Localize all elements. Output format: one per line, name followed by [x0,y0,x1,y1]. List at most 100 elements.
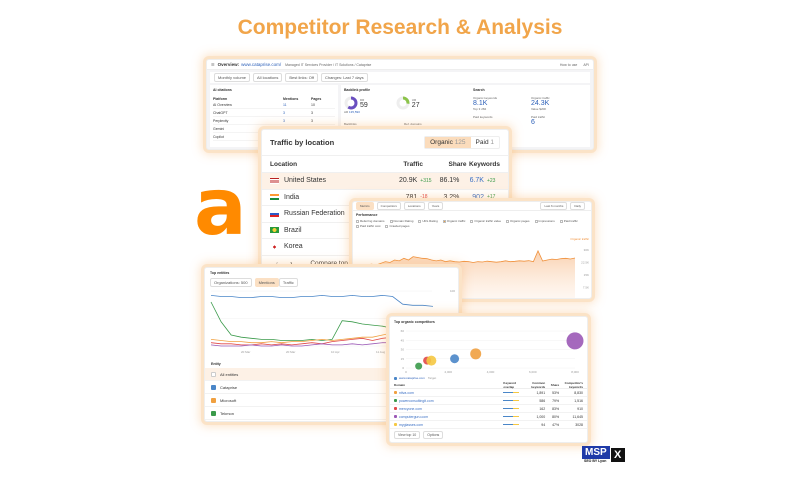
y-tick-label: 15 [401,357,405,361]
x-tick-label: 20 Mar [286,350,295,354]
competitor-domain[interactable]: mercyone.com [398,406,422,411]
col-platform: Platform [213,97,228,101]
menu-icon[interactable]: ☰ [211,62,215,67]
flag-icon [270,210,279,217]
breadcrumb[interactable]: Managed IT Services Provider / IT Soluti… [285,62,372,67]
competitor-bubble[interactable] [450,354,460,364]
metric-checkbox[interactable]: Domain Rating [389,219,413,223]
ai-citation-row[interactable]: Perplexity 3 3 [213,117,335,125]
metric-checkbox[interactable]: Crawled pages [385,224,409,228]
tab-mentions[interactable]: Mentions [254,278,279,287]
how-to-use-link[interactable]: How to use [559,62,578,67]
keywords-change: +23 [486,177,496,184]
perf-tab[interactable]: Competitors [376,202,401,210]
metric-checkbox[interactable]: Paid traffic [559,219,578,223]
competitor-checkbox[interactable] [394,391,397,394]
traffic-value: $20K [539,107,547,111]
perf-tab[interactable]: Metrics [356,202,374,210]
competitor-domain[interactable]: ntiva.com [398,390,414,395]
competitor-checkbox[interactable] [394,423,397,426]
entity-checkbox[interactable] [211,397,216,403]
competitor-row[interactable]: powerconsultingit.com 586 79% 1,516 [390,397,587,405]
tab-traffic[interactable]: Traffic [278,278,298,287]
competitor-keywords: 11,645 [572,414,583,419]
options-button[interactable]: Options [423,431,444,439]
prev-page-button[interactable]: ‹ [276,260,279,267]
entity-row[interactable]: Microsoft [205,394,458,407]
top-entities-title: Top entities [210,271,230,275]
common-keywords: 94 [541,422,546,427]
competitor-checkbox[interactable] [394,407,397,410]
competitor-domain[interactable]: myglasses.com [398,422,424,427]
metric-checkbox[interactable]: Referring domains [356,219,385,223]
keywords-value: 902 [472,193,484,201]
pages-count: 3 [311,118,313,123]
metric-checkbox[interactable]: Organic pages [506,219,530,223]
competitor-domain[interactable]: computerguru.com [398,414,429,419]
overview-url[interactable]: www.cataprise.com/ [241,62,282,67]
api-button[interactable]: API [583,62,589,67]
perf-tab[interactable]: Locations [403,202,425,210]
filter-dropdown[interactable]: Monthly volume [214,73,251,82]
filter-dropdown[interactable]: All locations [253,73,283,82]
target-domain[interactable]: www.cataprise.com [399,376,425,380]
entity-checkbox[interactable] [211,371,216,377]
perf-tab[interactable]: Years [427,202,444,210]
checkbox-icon [389,219,393,223]
location-name: Russian Federation [284,210,345,218]
entity-row[interactable]: Cataprise [205,381,458,394]
filter-dropdown[interactable]: Changes: Last 7 days [320,73,368,82]
metric-checkbox[interactable]: Organic traffic value [470,219,501,223]
ar-label: AR [344,110,349,114]
x-tick-label: 11 Aug [376,350,385,354]
competitor-bubble[interactable] [566,332,584,350]
platform-name: Copilot [213,134,224,139]
perf-dropdown[interactable]: Last 6 months [540,202,568,210]
share: 80% [552,414,560,419]
competitor-bubble[interactable] [470,348,482,360]
view-top-button[interactable]: View top 10 [394,431,421,439]
competitor-checkbox[interactable] [394,399,397,402]
keywords-value: 6.7K [469,177,484,185]
competitor-bubble[interactable] [415,362,423,370]
ref-domains-label: Ref. domains [404,122,422,126]
x-tick-label: 4,000 [487,370,495,374]
flag-icon [270,227,279,234]
ur-label: UR [411,97,417,102]
entity-row[interactable]: Tekmon [205,407,458,420]
next-page-button[interactable]: › [290,260,293,267]
tab-paid[interactable]: Paid 1 [475,139,494,146]
competitor-row[interactable]: mercyone.com 162 83% 910 [390,405,587,413]
compare-link[interactable]: Compare top [310,260,348,267]
entity-checkbox[interactable] [211,384,216,390]
metric-checkbox[interactable]: Paid traffic cost [356,224,380,228]
x-tick-label: 10 Apr [331,350,340,354]
competitor-row[interactable]: myglasses.com 94 47% 3028 [390,421,587,429]
ai-citation-row[interactable]: AI Overview 11 10 [213,101,335,109]
y-tick-label: 0 [402,366,404,370]
location-row[interactable]: United States 20.9K +315 86.1% 6.7K +23 [262,173,508,190]
filter-dropdown[interactable]: Best links: Off [285,73,318,82]
ai-citation-row[interactable]: ChatGPT 3 3 [213,109,335,117]
organizations-dropdown[interactable]: Organizations: 500 [210,278,252,287]
perf-dropdown[interactable]: Daily [570,202,585,210]
tab-organic[interactable]: Organic 125 [425,137,471,148]
competitor-checkbox[interactable] [394,415,397,418]
performance-title: Performance [356,213,378,217]
competitor-domain[interactable]: powerconsultingit.com [398,398,434,403]
metric-checkbox[interactable]: Impressions [534,219,555,223]
filter-bar: Monthly volume All locations Best links: O… [210,72,590,83]
competitor-row[interactable]: ntiva.com 1,891 53% 8,830 [390,389,587,397]
location-name: Korea [284,243,303,251]
entity-checkbox[interactable] [211,410,216,416]
competitor-bubble[interactable] [426,355,437,366]
pages-count: 10 [311,102,315,107]
x-tick-label: 8,000 [571,370,579,374]
metric-checkbox[interactable]: URL Rating [418,219,438,223]
mentions-count: 11 [283,102,287,107]
entity-series-line [210,294,434,307]
competitor-row[interactable]: computerguru.com 1,000 80% 11,645 [390,413,587,421]
traffic-change: -18 [420,194,428,201]
col-pages: Pages [311,97,322,101]
metric-checkbox[interactable]: Organic traffic [442,219,465,223]
